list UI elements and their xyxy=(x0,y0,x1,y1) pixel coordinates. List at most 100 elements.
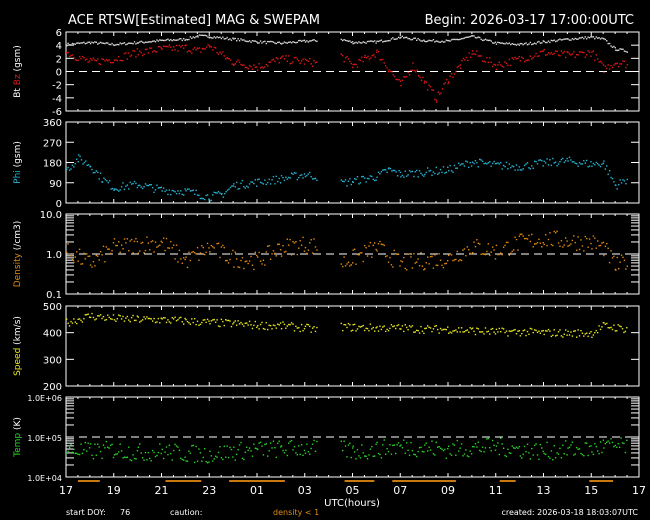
data-point xyxy=(202,246,204,249)
data-point xyxy=(257,448,259,451)
data-point xyxy=(591,51,593,53)
data-point xyxy=(541,42,543,44)
data-point xyxy=(393,249,395,252)
data-point xyxy=(246,40,248,43)
data-point xyxy=(396,79,399,81)
data-point xyxy=(340,38,342,41)
data-point xyxy=(462,163,464,165)
data-point xyxy=(617,442,619,445)
data-point xyxy=(119,42,121,44)
data-point xyxy=(97,443,99,445)
data-point xyxy=(372,326,374,329)
data-point xyxy=(309,242,311,244)
data-point xyxy=(416,69,418,71)
data-point xyxy=(81,263,84,265)
data-point xyxy=(581,245,584,247)
data-point xyxy=(225,190,227,193)
data-point xyxy=(437,91,439,94)
data-point xyxy=(458,38,460,41)
data-point xyxy=(258,63,260,65)
data-point xyxy=(486,56,488,59)
data-point xyxy=(484,253,487,256)
data-point xyxy=(595,329,597,332)
data-point xyxy=(536,55,539,58)
data-point xyxy=(344,265,347,267)
data-point xyxy=(107,181,109,184)
data-point xyxy=(466,329,469,331)
data-point xyxy=(267,245,269,248)
data-point xyxy=(306,59,308,62)
data-point xyxy=(504,244,506,247)
data-point xyxy=(564,56,567,59)
data-point xyxy=(596,37,599,39)
data-point xyxy=(267,328,269,331)
data-point xyxy=(611,46,614,48)
data-point xyxy=(198,259,200,261)
data-point xyxy=(362,260,364,263)
data-point xyxy=(146,316,148,318)
data-point xyxy=(426,167,429,169)
data-point xyxy=(182,257,185,259)
data-point xyxy=(172,244,175,246)
data-point xyxy=(196,460,199,462)
data-point xyxy=(285,250,287,253)
data-point xyxy=(455,258,457,261)
data-point xyxy=(264,40,266,43)
data-point xyxy=(306,174,308,177)
data-point xyxy=(377,452,380,455)
data-point xyxy=(570,159,572,161)
data-point xyxy=(623,259,626,261)
data-point xyxy=(465,255,467,257)
data-point xyxy=(92,457,95,460)
data-point xyxy=(180,258,182,260)
data-point xyxy=(552,157,554,160)
data-point xyxy=(299,239,301,242)
y-axis-label: Speed (km/s) xyxy=(13,316,23,376)
data-point xyxy=(504,454,506,457)
data-point xyxy=(311,65,314,67)
data-point xyxy=(175,39,178,41)
data-point xyxy=(460,327,463,329)
data-point xyxy=(455,329,457,331)
data-point xyxy=(137,184,140,187)
data-point xyxy=(220,318,223,321)
data-point xyxy=(438,253,440,255)
data-point xyxy=(285,449,287,452)
data-point xyxy=(588,165,591,167)
data-point xyxy=(126,456,129,458)
data-point xyxy=(226,57,228,59)
data-point xyxy=(393,444,395,446)
data-point xyxy=(177,319,179,321)
data-point xyxy=(200,51,202,53)
data-point xyxy=(203,34,205,37)
data-point xyxy=(203,447,206,450)
data-point xyxy=(288,442,290,444)
data-point xyxy=(616,256,618,259)
data-point xyxy=(421,265,424,267)
data-point xyxy=(278,177,280,180)
data-point xyxy=(125,456,127,459)
data-point xyxy=(77,59,79,62)
data-point xyxy=(465,449,467,451)
data-point xyxy=(157,451,160,454)
data-point xyxy=(285,55,287,57)
data-point xyxy=(458,450,460,452)
data-point xyxy=(626,326,628,329)
data-point xyxy=(104,42,106,45)
begin-time: Begin: 2026-03-17 17:00:00UTC xyxy=(425,13,634,28)
data-point xyxy=(452,38,454,41)
data-point xyxy=(268,244,270,247)
data-point xyxy=(563,51,565,53)
data-point xyxy=(174,316,176,318)
data-point xyxy=(441,448,443,450)
data-point xyxy=(549,330,551,332)
data-point xyxy=(494,162,497,165)
data-point xyxy=(617,49,620,51)
data-point xyxy=(243,458,245,461)
data-point xyxy=(585,332,588,334)
data-point xyxy=(274,324,276,327)
y-axis-label-part: Bt xyxy=(13,85,23,98)
data-point xyxy=(73,166,75,168)
